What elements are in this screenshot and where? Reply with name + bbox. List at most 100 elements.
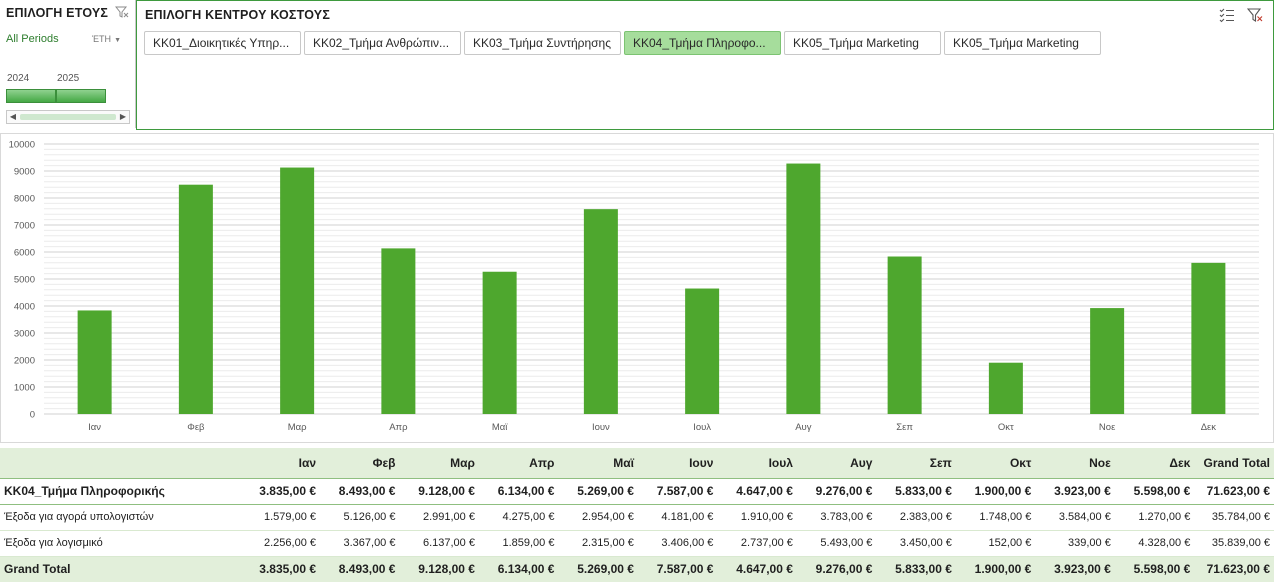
column-header[interactable]: Φεβ (320, 448, 400, 479)
value-cell[interactable]: 2.954,00 € (558, 504, 638, 531)
value-cell[interactable]: 7.587,00 € (637, 478, 718, 505)
multi-select-icon[interactable] (1219, 7, 1235, 23)
value-cell[interactable]: 1.748,00 € (955, 504, 1036, 531)
y-tick-label: 1000 (14, 383, 35, 394)
value-cell[interactable]: 9.276,00 € (796, 478, 877, 505)
time-level-dropdown[interactable]: ΈΤΗ ▼ (92, 34, 121, 44)
column-header[interactable]: Οκτ (955, 448, 1036, 479)
bar-4[interactable] (381, 248, 416, 414)
row-label[interactable]: ΚΚ04_Τμήμα Πληροφορικής (0, 478, 240, 505)
value-cell[interactable]: 8.493,00 € (320, 478, 400, 505)
value-cell[interactable]: 71.623,00 € (1194, 555, 1274, 582)
value-cell[interactable]: 7.587,00 € (637, 555, 718, 582)
value-cell[interactable]: 4.181,00 € (637, 504, 718, 531)
row-label[interactable]: Έξοδα για λογισμικό (0, 530, 240, 557)
bar-12[interactable] (1191, 262, 1226, 414)
value-cell[interactable]: 9.276,00 € (796, 555, 877, 582)
slicer-item-kk05[interactable]: ΚΚ05_Τμήμα Marketing (784, 31, 941, 55)
value-cell[interactable]: 3.367,00 € (320, 530, 400, 557)
value-cell[interactable]: 1.900,00 € (955, 478, 1036, 505)
value-cell[interactable]: 5.493,00 € (796, 530, 877, 557)
value-cell[interactable]: 5.598,00 € (1114, 555, 1195, 582)
value-cell[interactable]: 4.328,00 € (1114, 530, 1195, 557)
bar-1[interactable] (77, 310, 112, 414)
value-cell[interactable]: 5.833,00 € (876, 478, 956, 505)
timeline-scrollbar[interactable]: ◀ ▶ (6, 110, 130, 124)
clear-filter-icon[interactable] (115, 5, 129, 19)
value-cell[interactable]: 4.647,00 € (717, 555, 797, 582)
column-header[interactable]: Μαϊ (558, 448, 638, 479)
timeline-bar-2025[interactable] (56, 89, 106, 103)
value-cell[interactable]: 3.923,00 € (1035, 555, 1115, 582)
value-cell[interactable]: 6.134,00 € (478, 478, 559, 505)
bar-3[interactable] (280, 167, 315, 414)
value-cell[interactable]: 71.623,00 € (1194, 478, 1274, 505)
row-label[interactable]: Grand Total (0, 555, 240, 582)
value-cell[interactable]: 339,00 € (1035, 530, 1115, 557)
value-cell[interactable]: 3.450,00 € (876, 530, 956, 557)
value-cell[interactable]: 1.859,00 € (478, 530, 559, 557)
value-cell[interactable]: 5.126,00 € (320, 504, 400, 531)
clear-filter-icon[interactable] (1247, 7, 1263, 23)
value-cell[interactable]: 1.900,00 € (955, 555, 1036, 582)
slicer-item-kk02[interactable]: ΚΚ02_Τμήμα Ανθρώπιν... (304, 31, 461, 55)
value-cell[interactable]: 1.910,00 € (717, 504, 797, 531)
value-cell[interactable]: 152,00 € (955, 530, 1036, 557)
slicer-item-kk01[interactable]: ΚΚ01_Διοικητικές Υπηρ... (144, 31, 301, 55)
value-cell[interactable]: 3.923,00 € (1035, 478, 1115, 505)
slicer-item-kk05-duplicate[interactable]: ΚΚ05_Τμήμα Marketing (944, 31, 1101, 55)
row-label[interactable]: Έξοδα για αγορά υπολογιστών (0, 504, 240, 531)
bar-11[interactable] (1090, 308, 1125, 414)
value-cell[interactable]: 3.783,00 € (796, 504, 877, 531)
bar-5[interactable] (482, 271, 517, 414)
row-label-header[interactable] (0, 448, 240, 479)
column-header[interactable]: Ιουν (637, 448, 718, 479)
column-header[interactable]: Αυγ (796, 448, 877, 479)
value-cell[interactable]: 9.128,00 € (399, 555, 479, 582)
value-cell[interactable]: 2.383,00 € (876, 504, 956, 531)
bar-2[interactable] (178, 184, 213, 414)
column-header[interactable]: Δεκ (1114, 448, 1195, 479)
value-cell[interactable]: 6.137,00 € (399, 530, 479, 557)
bar-6[interactable] (583, 209, 618, 414)
scroll-right-icon[interactable]: ▶ (119, 112, 127, 121)
value-cell[interactable]: 4.275,00 € (478, 504, 559, 531)
bar-9[interactable] (887, 256, 922, 414)
bar-7[interactable] (685, 288, 720, 414)
slicer-item-kk04[interactable]: ΚΚ04_Τμήμα Πληροφο... (624, 31, 781, 55)
column-header[interactable]: Νοε (1035, 448, 1115, 479)
x-tick-label: Αυγ (795, 422, 812, 433)
value-cell[interactable]: 2.991,00 € (399, 504, 479, 531)
value-cell[interactable]: 3.835,00 € (239, 555, 320, 582)
slicer-item-kk03[interactable]: ΚΚ03_Τμήμα Συντήρησης (464, 31, 621, 55)
column-header[interactable]: Απρ (478, 448, 559, 479)
value-cell[interactable]: 5.269,00 € (558, 478, 638, 505)
value-cell[interactable]: 3.835,00 € (239, 478, 320, 505)
column-header[interactable]: Μαρ (399, 448, 479, 479)
column-header[interactable]: Ιουλ (717, 448, 797, 479)
timeline-bar-2024[interactable] (6, 89, 56, 103)
value-cell[interactable]: 1.270,00 € (1114, 504, 1195, 531)
value-cell[interactable]: 2.256,00 € (239, 530, 320, 557)
value-cell[interactable]: 2.315,00 € (558, 530, 638, 557)
value-cell[interactable]: 2.737,00 € (717, 530, 797, 557)
value-cell[interactable]: 35.784,00 € (1194, 504, 1274, 531)
value-cell[interactable]: 5.269,00 € (558, 555, 638, 582)
value-cell[interactable]: 8.493,00 € (320, 555, 400, 582)
column-header[interactable]: Grand Total (1194, 448, 1274, 479)
scroll-left-icon[interactable]: ◀ (9, 112, 17, 121)
value-cell[interactable]: 9.128,00 € (399, 478, 479, 505)
column-header[interactable]: Ιαν (239, 448, 320, 479)
value-cell[interactable]: 4.647,00 € (717, 478, 797, 505)
value-cell[interactable]: 3.406,00 € (637, 530, 718, 557)
value-cell[interactable]: 6.134,00 € (478, 555, 559, 582)
value-cell[interactable]: 5.833,00 € (876, 555, 956, 582)
column-header[interactable]: Σεπ (876, 448, 956, 479)
bar-10[interactable] (988, 362, 1023, 414)
value-cell[interactable]: 5.598,00 € (1114, 478, 1195, 505)
scrollbar-thumb[interactable] (20, 114, 116, 120)
value-cell[interactable]: 35.839,00 € (1194, 530, 1274, 557)
bar-8[interactable] (786, 163, 821, 414)
value-cell[interactable]: 1.579,00 € (239, 504, 320, 531)
value-cell[interactable]: 3.584,00 € (1035, 504, 1115, 531)
